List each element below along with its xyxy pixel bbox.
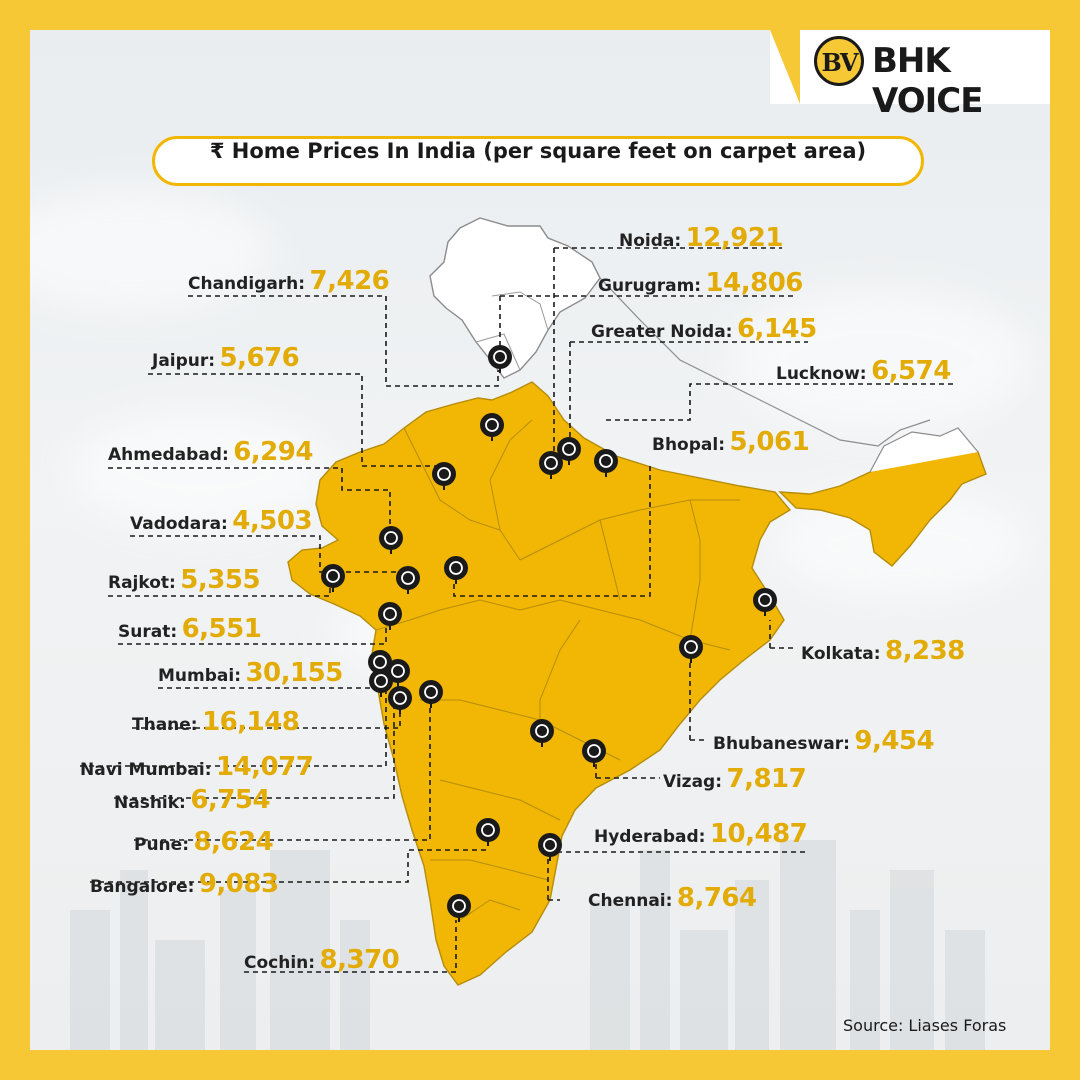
pin-pune [388,686,412,714]
source-credit: Source: Liases Foras [843,1016,1007,1035]
india-mainland [287,381,792,986]
city-label-jaipur: Jaipur: 5,676 [152,343,300,373]
pin-vadodara [396,566,420,594]
city-label-rajkot: Rajkot: 5,355 [108,565,261,595]
city-label-kolkata: Kolkata: 8,238 [801,636,965,666]
pin-lucknow [594,449,618,477]
pin-chandigarh [488,345,512,373]
pin-vizag [582,739,606,767]
pin-bangalore [476,818,500,846]
pin-hyderabad [530,719,554,747]
city-label-cochin: Cochin: 8,370 [244,945,400,975]
city-label-noida: Noida: 12,921 [619,223,783,253]
city-label-bhubaneswar: Bhubaneswar: 9,454 [713,726,935,756]
city-label-vizag: Vizag: 7,817 [663,764,807,794]
city-label-ahmedabad: Ahmedabad: 6,294 [108,437,313,467]
city-skyline [30,830,1050,1050]
cloud-background [30,30,1050,1050]
kashmir-region [429,217,601,379]
pin-nashik [419,680,443,708]
border-outline [599,277,931,447]
pin-gurugram [480,413,504,441]
pin-chennai [538,833,562,861]
city-label-chandigarh: Chandigarh: 7,426 [188,266,390,296]
city-label-greater-noida: Greater Noida: 6,145 [591,314,817,344]
pin-greater-noida [557,437,581,465]
city-label-bangalore: Bangalore: 9,083 [90,869,279,899]
pin-cochin [447,894,471,922]
city-label-mumbai: Mumbai: 30,155 [158,658,343,688]
city-label-pune: Pune: 8,624 [134,827,274,857]
logo-badge: BV [814,36,864,86]
city-label-gurugram: Gurugram: 14,806 [598,268,803,298]
city-label-chennai: Chennai: 8,764 [588,883,757,913]
city-label-surat: Surat: 6,551 [118,614,262,644]
city-label-thane: Thane: 16,148 [132,707,300,737]
pin-kolkata [753,588,777,616]
title-pill: ₹ Home Prices In India (per square feet … [152,136,924,186]
city-label-hyderabad: Hyderabad: 10,487 [594,819,808,849]
pin-rajkot [321,564,345,592]
pin-jaipur [432,462,456,490]
pin-bhubaneswar [679,635,703,663]
city-pins [321,345,777,922]
pin-bhopal [444,556,468,584]
pin-navi-mumbai [369,669,393,697]
city-label-navi-mumbai: Navi Mumbai: 14,077 [80,752,314,782]
city-label-lucknow: Lucknow: 6,574 [776,356,951,386]
city-label-vadodara: Vadodara: 4,503 [130,506,313,536]
pin-noida [539,451,563,479]
page-title: ₹ Home Prices In India (per square feet … [209,139,867,163]
pin-ahmedabad [379,526,403,554]
brand-name: BHK VOICE [872,41,983,121]
city-label-bhopal: Bhopal: 5,061 [652,427,810,457]
city-label-nashik: Nashik: 6,754 [114,785,271,815]
brand-logo: BV BHK VOICE [770,30,1050,121]
pin-surat [378,602,402,630]
